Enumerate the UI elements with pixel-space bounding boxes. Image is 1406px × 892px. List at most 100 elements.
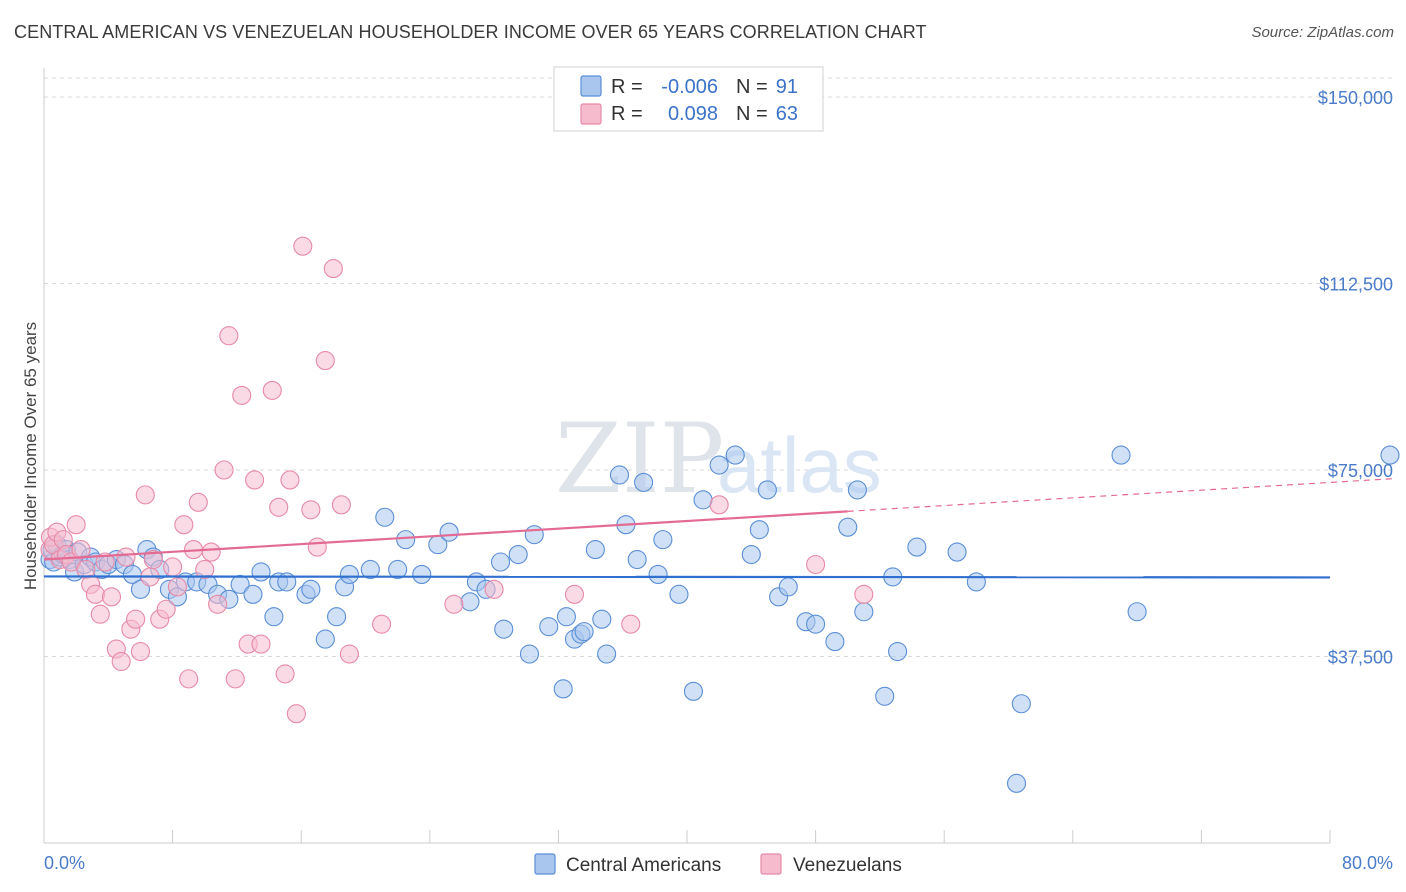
venezuelans-point bbox=[709, 495, 729, 515]
venezuelans-point bbox=[275, 664, 295, 684]
x-tick-label-min: 0.0% bbox=[44, 853, 85, 873]
central-americans-point bbox=[508, 544, 528, 565]
central-americans-point bbox=[315, 629, 335, 649]
central-americans-point bbox=[574, 622, 594, 642]
venezuelans-point bbox=[116, 547, 136, 567]
central-americans-trend-line bbox=[43, 575, 1331, 579]
venezuelans-point bbox=[130, 641, 150, 662]
venezuelans-point bbox=[444, 594, 464, 614]
central-americans-point bbox=[243, 584, 263, 604]
venezuelans-point bbox=[307, 537, 327, 557]
venezuelans-point bbox=[232, 385, 252, 405]
central-americans-point bbox=[375, 507, 395, 527]
central-americans-point bbox=[230, 574, 250, 594]
venezuelans-point bbox=[214, 460, 234, 480]
venezuelans-point bbox=[339, 644, 359, 664]
central-americans-point bbox=[725, 445, 745, 465]
central-americans-point bbox=[327, 607, 347, 627]
bottom-legend-label-pink: Venezuelans bbox=[793, 855, 902, 876]
bottom-legend-swatch-pink bbox=[760, 853, 782, 875]
venezuelans-point bbox=[225, 669, 245, 689]
central-americans-point bbox=[778, 577, 798, 597]
correlation-legend: R = -0.006 N = 91 R = 0.098 N = 63 bbox=[553, 66, 824, 132]
venezuelans-point bbox=[301, 500, 321, 520]
legend-r-value-1: -0.006 bbox=[661, 76, 718, 98]
legend-swatch-blue bbox=[580, 75, 602, 97]
venezuelans-point bbox=[135, 485, 155, 505]
central-americans-point bbox=[460, 592, 480, 612]
legend-swatch-pink bbox=[580, 103, 602, 125]
series-legend: Central Americans Venezuelans bbox=[534, 853, 902, 876]
central-americans-point bbox=[1380, 445, 1400, 465]
venezuelans-point bbox=[179, 669, 199, 689]
y-tick-label: $112,500 bbox=[1319, 275, 1393, 295]
central-americans-point bbox=[757, 480, 777, 500]
venezuelans-point bbox=[167, 577, 187, 597]
y-tick-labels: $37,500 $75,000 $112,500 $150,000 bbox=[1318, 88, 1393, 668]
central-americans-point bbox=[749, 520, 769, 540]
venezuelans-point bbox=[111, 651, 131, 672]
venezuelans-point bbox=[101, 587, 122, 607]
venezuelans-point bbox=[280, 470, 300, 490]
venezuelans-point bbox=[95, 552, 115, 572]
venezuelans-point bbox=[201, 542, 221, 562]
central-americans-point bbox=[519, 644, 540, 664]
central-americans-point bbox=[966, 572, 986, 592]
venezuelans-point bbox=[208, 594, 228, 614]
venezuelans-point bbox=[323, 259, 343, 279]
central-americans-point bbox=[388, 559, 408, 580]
venezuelans-point bbox=[315, 351, 335, 371]
chart-title: CENTRAL AMERICAN VS VENEZUELAN HOUSEHOLD… bbox=[14, 22, 927, 42]
central-americans-point bbox=[888, 641, 908, 662]
central-americans-point bbox=[1127, 602, 1147, 622]
venezuelans-point bbox=[126, 609, 146, 629]
gridlines bbox=[44, 77, 1394, 657]
central-americans-point bbox=[947, 542, 967, 562]
central-americans-point bbox=[556, 607, 576, 627]
legend-n-label-1: N = bbox=[736, 76, 768, 98]
central-americans-point bbox=[539, 617, 559, 637]
central-americans-point bbox=[627, 549, 647, 570]
venezuelans-trend-line-extension bbox=[847, 477, 1395, 512]
central-americans-point bbox=[1011, 694, 1031, 714]
venezuelans-point bbox=[90, 604, 110, 624]
central-americans-point bbox=[854, 602, 874, 622]
central-americans-point bbox=[264, 607, 284, 627]
venezuelans-point bbox=[854, 584, 874, 604]
venezuelans-point bbox=[331, 495, 351, 515]
venezuelans-point bbox=[143, 549, 163, 570]
y-tick-label: $37,500 bbox=[1328, 648, 1393, 668]
venezuelans-point bbox=[484, 579, 504, 599]
central-americans-point bbox=[648, 564, 668, 584]
bottom-legend-swatch-blue bbox=[534, 853, 556, 875]
legend-r-value-2: 0.098 bbox=[668, 103, 718, 125]
central-americans-point bbox=[494, 619, 514, 639]
central-americans-point bbox=[847, 480, 867, 500]
central-americans-point bbox=[709, 455, 729, 475]
y-tick-label: $75,000 bbox=[1328, 461, 1393, 481]
venezuelans-point bbox=[564, 584, 585, 604]
central-americans-point bbox=[907, 537, 927, 557]
venezuelans-points bbox=[40, 236, 874, 724]
central-americans-point bbox=[412, 564, 432, 584]
central-americans-point bbox=[825, 632, 845, 652]
venezuelans-point bbox=[71, 540, 91, 560]
venezuelans-point bbox=[195, 559, 215, 580]
bottom-legend-label-blue: Central Americans bbox=[566, 855, 721, 876]
central-americans-point bbox=[553, 679, 573, 699]
venezuelans-point bbox=[245, 470, 265, 490]
central-americans-point bbox=[693, 490, 713, 510]
x-tick-label-max: 80.0% bbox=[1342, 853, 1393, 873]
venezuelans-point bbox=[85, 584, 105, 604]
venezuelans-point bbox=[156, 599, 176, 619]
central-americans-point bbox=[838, 517, 858, 537]
central-americans-point bbox=[653, 530, 673, 550]
venezuelans-point bbox=[163, 557, 183, 577]
central-americans-point bbox=[634, 472, 654, 492]
central-americans-point bbox=[683, 681, 703, 701]
central-americans-point bbox=[524, 525, 544, 545]
central-americans-point bbox=[251, 562, 271, 582]
source-label: Source: ZipAtlas.com bbox=[1251, 24, 1394, 41]
central-americans-point bbox=[439, 522, 459, 542]
